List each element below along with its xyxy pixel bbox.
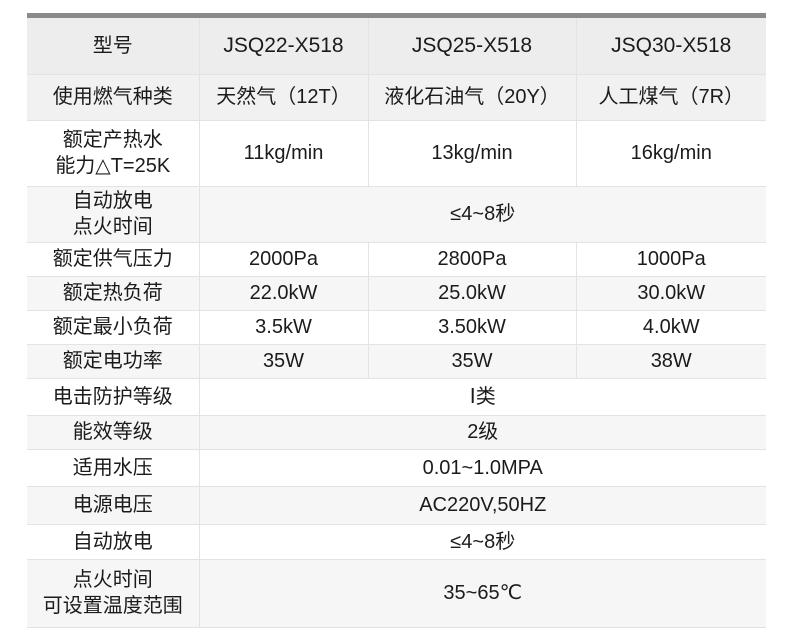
- spec-value-merged: 0.01~1.0MPA: [198, 448, 766, 487]
- table-row-ignition-time: 自动放电 点火时间 ≤4~8秒: [27, 185, 766, 243]
- table-row-electric-power: 额定电功率 35W 35W 38W: [27, 343, 766, 379]
- table-row-hot-water-capacity: 额定产热水 能力△T=25K 11kg/min 13kg/min 16kg/mi…: [27, 119, 766, 187]
- table-top-accent-bar: [27, 13, 766, 18]
- table-row-energy-efficiency: 能效等级 2级: [27, 414, 766, 450]
- spec-value-merged: 2级: [198, 414, 766, 450]
- model-name-cell: JSQ22-X518: [198, 18, 369, 75]
- table-row-power-supply-voltage: 电源电压 AC220V,50HZ: [27, 485, 766, 525]
- spec-value: 35W: [198, 343, 369, 379]
- row-label: 适用水压: [27, 448, 200, 487]
- row-label: 能效等级: [27, 414, 200, 450]
- spec-value: 2800Pa: [367, 241, 577, 277]
- row-label: 自动放电 点火时间: [27, 185, 200, 243]
- row-label: 电源电压: [27, 485, 200, 525]
- model-name-cell: JSQ30-X518: [575, 18, 766, 75]
- table-row-heat-load: 额定热负荷 22.0kW 25.0kW 30.0kW: [27, 275, 766, 311]
- table-row-gas-type: 使用燃气种类 天然气（12T） 液化石油气（20Y） 人工煤气（7R）: [27, 73, 766, 121]
- spec-value-merged: ≤4~8秒: [198, 185, 766, 243]
- spec-value: 3.5kW: [198, 309, 369, 345]
- row-label: 自动放电: [27, 523, 200, 560]
- spec-value: 35W: [367, 343, 577, 379]
- spec-value: 22.0kW: [198, 275, 369, 311]
- table-row-min-load: 额定最小负荷 3.5kW 3.50kW 4.0kW: [27, 309, 766, 345]
- spec-value-merged: Ⅰ类: [198, 377, 766, 416]
- spec-value: 16kg/min: [575, 119, 766, 187]
- table-row-auto-discharge: 自动放电 ≤4~8秒: [27, 523, 766, 560]
- spec-value: 13kg/min: [367, 119, 577, 187]
- spec-value: 人工煤气（7R）: [575, 73, 766, 121]
- table-row-water-pressure: 适用水压 0.01~1.0MPA: [27, 448, 766, 487]
- row-label: 额定最小负荷: [27, 309, 200, 345]
- row-label: 额定电功率: [27, 343, 200, 379]
- model-name-cell: JSQ25-X518: [367, 18, 577, 75]
- spec-value: 4.0kW: [575, 309, 766, 345]
- spec-value: 1000Pa: [575, 241, 766, 277]
- row-label: 额定热负荷: [27, 275, 200, 311]
- spec-value-merged: 35~65℃: [198, 558, 766, 628]
- row-label: 使用燃气种类: [27, 73, 200, 121]
- spec-value: 天然气（12T）: [198, 73, 369, 121]
- spec-value: 液化石油气（20Y）: [367, 73, 577, 121]
- spec-value: 2000Pa: [198, 241, 369, 277]
- spec-value: 3.50kW: [367, 309, 577, 345]
- row-label: 点火时间 可设置温度范围: [27, 558, 200, 628]
- table-row-shock-protection-class: 电击防护等级 Ⅰ类: [27, 377, 766, 416]
- table-row-temperature-range: 点火时间 可设置温度范围 35~65℃: [27, 558, 766, 628]
- spec-value-merged: AC220V,50HZ: [198, 485, 766, 525]
- spec-value: 11kg/min: [198, 119, 369, 187]
- row-label: 额定供气压力: [27, 241, 200, 277]
- spec-value-merged: ≤4~8秒: [198, 523, 766, 560]
- table-row-gas-pressure: 额定供气压力 2000Pa 2800Pa 1000Pa: [27, 241, 766, 277]
- row-label: 电击防护等级: [27, 377, 200, 416]
- spec-value: 25.0kW: [367, 275, 577, 311]
- spec-value: 38W: [575, 343, 766, 379]
- table-row-model: 型号 JSQ22-X518 JSQ25-X518 JSQ30-X518: [27, 18, 766, 75]
- row-label: 额定产热水 能力△T=25K: [27, 119, 200, 187]
- row-label-model: 型号: [27, 18, 200, 75]
- spec-value: 30.0kW: [575, 275, 766, 311]
- spec-table: 型号 JSQ22-X518 JSQ25-X518 JSQ30-X518 使用燃气…: [27, 18, 766, 628]
